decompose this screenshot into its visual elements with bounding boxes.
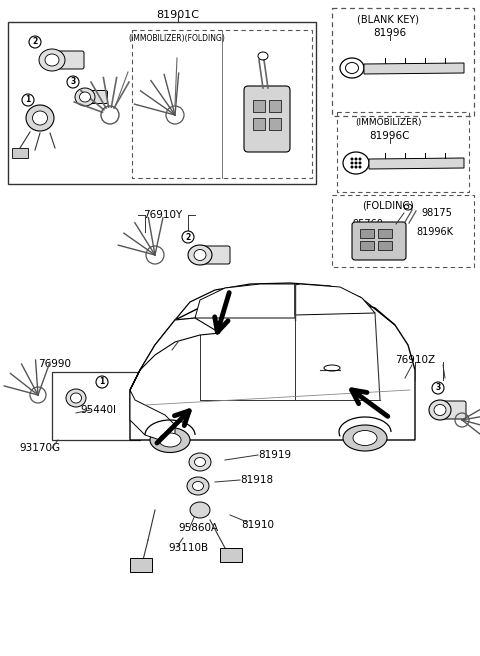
- Text: (FOLDING): (FOLDING): [362, 201, 414, 211]
- Ellipse shape: [188, 245, 212, 265]
- Bar: [52, 372, 140, 440]
- Bar: [360, 241, 374, 250]
- FancyBboxPatch shape: [436, 401, 466, 419]
- Text: 95440I: 95440I: [80, 405, 116, 415]
- Circle shape: [359, 157, 361, 161]
- Ellipse shape: [150, 428, 190, 453]
- Text: 3: 3: [435, 384, 441, 392]
- Text: 95760: 95760: [352, 219, 383, 229]
- Ellipse shape: [26, 105, 54, 131]
- Circle shape: [350, 161, 353, 165]
- Bar: [8, 22, 316, 184]
- Ellipse shape: [434, 405, 446, 415]
- Polygon shape: [369, 158, 464, 169]
- Circle shape: [355, 157, 358, 161]
- Bar: [337, 112, 469, 192]
- Ellipse shape: [71, 393, 82, 403]
- Polygon shape: [130, 318, 220, 390]
- Polygon shape: [195, 284, 295, 318]
- Ellipse shape: [194, 457, 205, 466]
- Ellipse shape: [190, 502, 210, 518]
- FancyBboxPatch shape: [198, 246, 230, 264]
- Ellipse shape: [340, 58, 364, 78]
- FancyBboxPatch shape: [50, 51, 84, 69]
- Ellipse shape: [39, 49, 65, 71]
- Circle shape: [182, 231, 194, 243]
- Text: 81919: 81919: [258, 450, 291, 460]
- Circle shape: [355, 165, 358, 169]
- Bar: [360, 229, 374, 238]
- FancyBboxPatch shape: [244, 86, 290, 152]
- Text: 76910Y: 76910Y: [144, 210, 182, 220]
- Bar: [378, 229, 392, 238]
- Polygon shape: [295, 284, 375, 315]
- Text: 76990: 76990: [38, 359, 72, 369]
- Polygon shape: [364, 63, 464, 74]
- Polygon shape: [130, 390, 175, 440]
- FancyBboxPatch shape: [130, 558, 152, 572]
- Ellipse shape: [45, 54, 59, 66]
- Circle shape: [29, 36, 41, 48]
- Ellipse shape: [343, 152, 369, 174]
- Ellipse shape: [429, 400, 451, 420]
- Ellipse shape: [194, 249, 206, 260]
- Text: 81996K: 81996K: [417, 227, 454, 237]
- Circle shape: [350, 165, 353, 169]
- Circle shape: [67, 76, 79, 88]
- Ellipse shape: [33, 111, 48, 125]
- Text: 81996: 81996: [373, 28, 407, 38]
- Bar: [332, 8, 474, 116]
- Ellipse shape: [343, 425, 387, 451]
- Text: 76910Z: 76910Z: [395, 355, 435, 365]
- Text: 1: 1: [99, 377, 105, 386]
- Text: 93110B: 93110B: [168, 543, 208, 553]
- Circle shape: [355, 161, 358, 165]
- Ellipse shape: [159, 433, 181, 447]
- Bar: [12, 148, 28, 158]
- Bar: [378, 241, 392, 250]
- Text: 81918: 81918: [240, 475, 273, 485]
- Ellipse shape: [66, 389, 86, 407]
- Text: 81910: 81910: [241, 520, 275, 530]
- FancyBboxPatch shape: [83, 91, 108, 104]
- Ellipse shape: [189, 453, 211, 471]
- Circle shape: [96, 376, 108, 388]
- Circle shape: [359, 165, 361, 169]
- Text: 1: 1: [25, 96, 31, 104]
- Polygon shape: [130, 295, 415, 440]
- Bar: [332, 195, 474, 267]
- Bar: [269, 100, 281, 112]
- Text: 3: 3: [71, 77, 76, 87]
- Text: 98175: 98175: [421, 208, 453, 218]
- Bar: [253, 100, 265, 112]
- Ellipse shape: [80, 92, 91, 102]
- Circle shape: [350, 157, 353, 161]
- Text: 93170G: 93170G: [19, 443, 60, 453]
- Text: (BLANK KEY): (BLANK KEY): [357, 14, 419, 24]
- Circle shape: [432, 382, 444, 394]
- Text: (IMMOBILIZER)(FOLDING): (IMMOBILIZER)(FOLDING): [129, 33, 226, 43]
- Circle shape: [22, 94, 34, 106]
- Circle shape: [359, 161, 361, 165]
- Bar: [253, 118, 265, 130]
- Text: 2: 2: [32, 37, 37, 47]
- FancyBboxPatch shape: [352, 222, 406, 260]
- Ellipse shape: [187, 477, 209, 495]
- Text: 95860A: 95860A: [178, 523, 218, 533]
- Text: 81996C: 81996C: [370, 131, 410, 141]
- Bar: [269, 118, 281, 130]
- Text: 81901C: 81901C: [156, 10, 200, 20]
- Ellipse shape: [346, 62, 359, 73]
- Text: 2: 2: [185, 232, 191, 241]
- FancyBboxPatch shape: [220, 548, 242, 562]
- Text: (IMMOBILIZER): (IMMOBILIZER): [356, 119, 422, 127]
- Bar: [132, 30, 312, 178]
- Ellipse shape: [75, 88, 95, 106]
- Ellipse shape: [192, 482, 204, 491]
- Ellipse shape: [353, 430, 377, 445]
